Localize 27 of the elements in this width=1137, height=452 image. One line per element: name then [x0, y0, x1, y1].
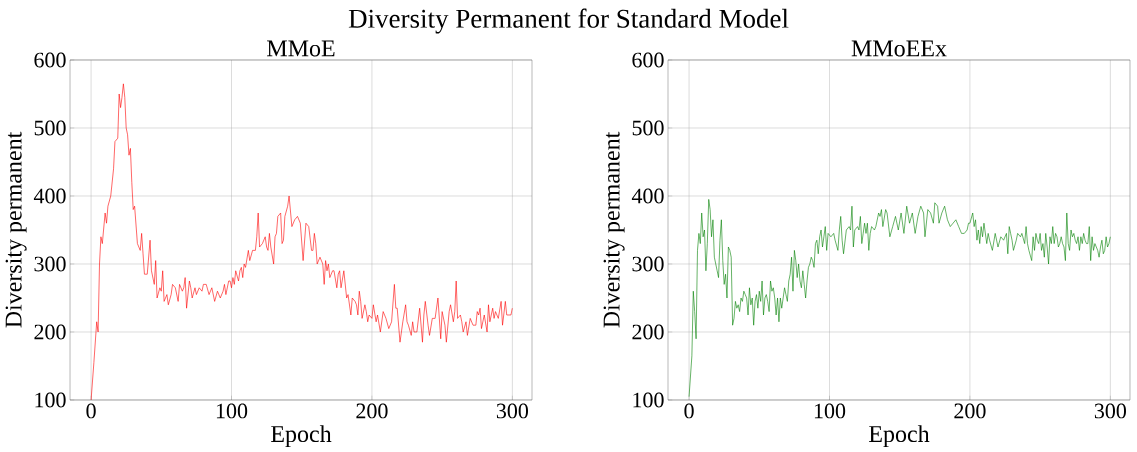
- chart-title: MMoEEx: [851, 40, 947, 57]
- x-tick-label: 100: [814, 403, 846, 419]
- x-tick-label: 300: [1094, 403, 1126, 419]
- y-tick-label: 100: [633, 392, 664, 408]
- y-tick-label: 500: [632, 120, 664, 136]
- y-tick-label: 100: [35, 392, 66, 408]
- y-tick-label: 600: [34, 52, 66, 68]
- y-tick-label: 200: [632, 324, 664, 340]
- y-tick-label: 400: [631, 188, 664, 204]
- y-axis-title: Diversity permanent: [603, 131, 625, 328]
- y-tick-label: 300: [632, 256, 664, 272]
- x-tick-label: 200: [356, 403, 388, 419]
- x-tick-label: 200: [954, 403, 986, 419]
- y-tick-label: 600: [632, 52, 664, 68]
- x-tick-label: 300: [496, 403, 529, 419]
- text: Diversity Permanent for Standard Model: [348, 8, 789, 34]
- y-axis-title: Diversity permanent: [5, 131, 27, 328]
- chart-title: MMoE: [267, 40, 335, 57]
- x-axis-title: Epoch: [271, 425, 332, 447]
- x-axis-title: Epoch: [869, 425, 930, 447]
- x-tick-label: 0: [684, 403, 694, 419]
- y-tick-label: 300: [34, 256, 66, 272]
- y-tick-label: 200: [34, 324, 66, 340]
- x-tick-label: 100: [216, 403, 248, 419]
- x-tick-label: 0: [86, 403, 96, 419]
- y-tick-label: 500: [34, 120, 66, 136]
- y-tick-label: 400: [33, 188, 66, 204]
